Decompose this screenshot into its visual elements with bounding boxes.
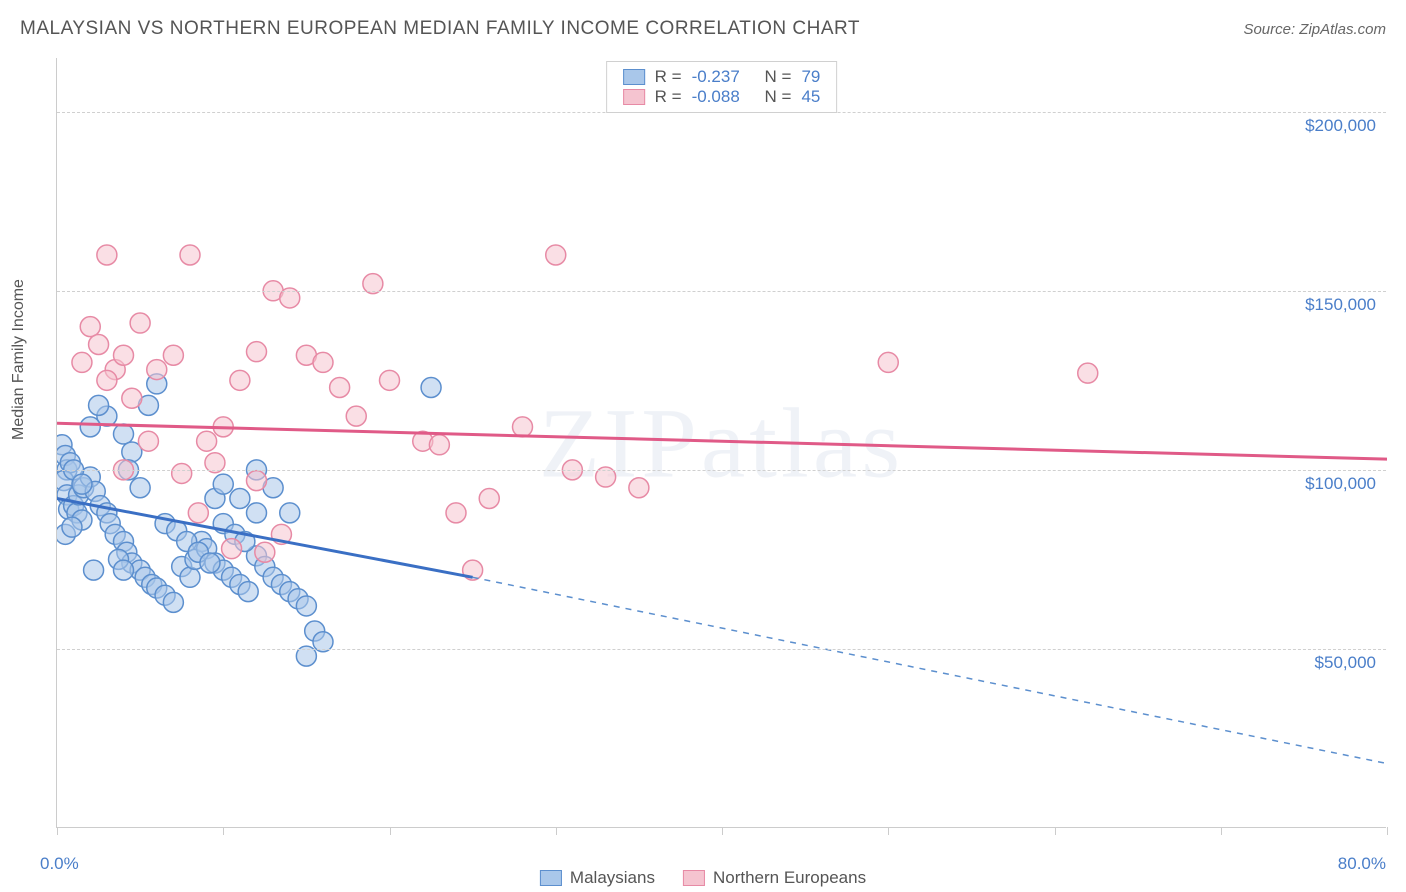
xtick bbox=[1387, 827, 1388, 835]
xtick bbox=[888, 827, 889, 835]
xtick bbox=[556, 827, 557, 835]
gridline bbox=[57, 470, 1386, 471]
ytick-label: $150,000 bbox=[1305, 295, 1376, 315]
n-label: N = bbox=[765, 87, 792, 107]
ytick-label: $100,000 bbox=[1305, 474, 1376, 494]
legend-label-northern-europeans: Northern Europeans bbox=[713, 868, 866, 888]
ytick-label: $50,000 bbox=[1315, 653, 1376, 673]
gridline bbox=[57, 649, 1386, 650]
legend-item-northern-europeans: Northern Europeans bbox=[683, 868, 866, 888]
r-value-malaysians: -0.237 bbox=[692, 67, 740, 87]
x-axis-end-label: 80.0% bbox=[1338, 854, 1386, 874]
chart-plot-area: ZIPatlas R = -0.237 N = 79 R = -0.088 N … bbox=[56, 58, 1386, 828]
n-value-malaysians: 79 bbox=[801, 67, 820, 87]
scatter-svg bbox=[57, 58, 1387, 828]
xtick bbox=[390, 827, 391, 835]
xtick bbox=[722, 827, 723, 835]
y-axis-label: Median Family Income bbox=[10, 279, 28, 440]
gridline bbox=[57, 291, 1386, 292]
source-label: Source: ZipAtlas.com bbox=[1243, 21, 1386, 38]
swatch-northern-europeans-icon bbox=[683, 870, 705, 886]
ytick-label: $200,000 bbox=[1305, 116, 1376, 136]
xtick bbox=[57, 827, 58, 835]
xtick bbox=[223, 827, 224, 835]
n-label: N = bbox=[765, 67, 792, 87]
stats-row-malaysians: R = -0.237 N = 79 bbox=[623, 67, 821, 87]
correlation-stats-box: R = -0.237 N = 79 R = -0.088 N = 45 bbox=[606, 61, 838, 113]
swatch-malaysians bbox=[623, 69, 645, 85]
swatch-malaysians-icon bbox=[540, 870, 562, 886]
swatch-northern-europeans bbox=[623, 89, 645, 105]
r-label: R = bbox=[655, 67, 682, 87]
chart-title: MALAYSIAN VS NORTHERN EUROPEAN MEDIAN FA… bbox=[20, 18, 860, 40]
gridline bbox=[57, 112, 1386, 113]
xtick bbox=[1221, 827, 1222, 835]
r-label: R = bbox=[655, 87, 682, 107]
r-value-northern-europeans: -0.088 bbox=[692, 87, 740, 107]
bottom-legend: Malaysians Northern Europeans bbox=[540, 868, 866, 888]
stats-row-northern-europeans: R = -0.088 N = 45 bbox=[623, 87, 821, 107]
legend-label-malaysians: Malaysians bbox=[570, 868, 655, 888]
n-value-northern-europeans: 45 bbox=[801, 87, 820, 107]
legend-item-malaysians: Malaysians bbox=[540, 868, 655, 888]
x-axis-start-label: 0.0% bbox=[40, 854, 79, 874]
xtick bbox=[1055, 827, 1056, 835]
